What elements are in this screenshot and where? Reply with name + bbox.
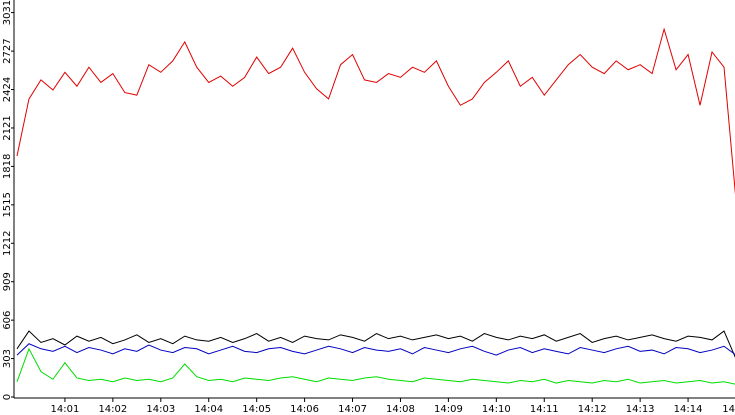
y-tick-label: 2121 (2, 115, 13, 140)
y-tick-label: 1212 (2, 231, 13, 256)
y-tick-label: 606 (2, 311, 13, 330)
y-tick-label: 0 (2, 394, 13, 400)
series-line (16, 27, 735, 195)
x-tick-label: 14:14 (674, 404, 703, 415)
x-tick-label: 14:01 (51, 404, 80, 415)
x-tick-label: 14:07 (338, 404, 367, 415)
x-tick-label: 14:04 (194, 404, 223, 415)
y-tick-label: 303 (2, 349, 13, 368)
series-line (16, 347, 735, 385)
x-tick-label: 14:05 (242, 404, 271, 415)
series-line (16, 343, 735, 356)
y-tick-label: 1515 (2, 192, 13, 217)
x-tick-label: 14 (722, 404, 735, 415)
y-tick-label: 2727 (2, 38, 13, 63)
x-tick-label: 14:03 (146, 404, 175, 415)
x-tick-label: 14:10 (482, 404, 511, 415)
x-tick-label: 14:13 (626, 404, 655, 415)
y-tick-label: 3031 (2, 0, 13, 25)
x-tick-label: 14:02 (98, 404, 127, 415)
y-tick-label: 909 (2, 272, 13, 291)
y-tick-label: 1818 (2, 154, 13, 179)
x-tick-label: 14:11 (530, 404, 559, 415)
x-tick-label: 14:09 (434, 404, 463, 415)
series-line (16, 330, 735, 358)
x-tick-label: 14:06 (290, 404, 319, 415)
x-tick-label: 14:08 (386, 404, 415, 415)
x-tick-label: 14:12 (578, 404, 607, 415)
y-tick-label: 2424 (2, 77, 13, 102)
